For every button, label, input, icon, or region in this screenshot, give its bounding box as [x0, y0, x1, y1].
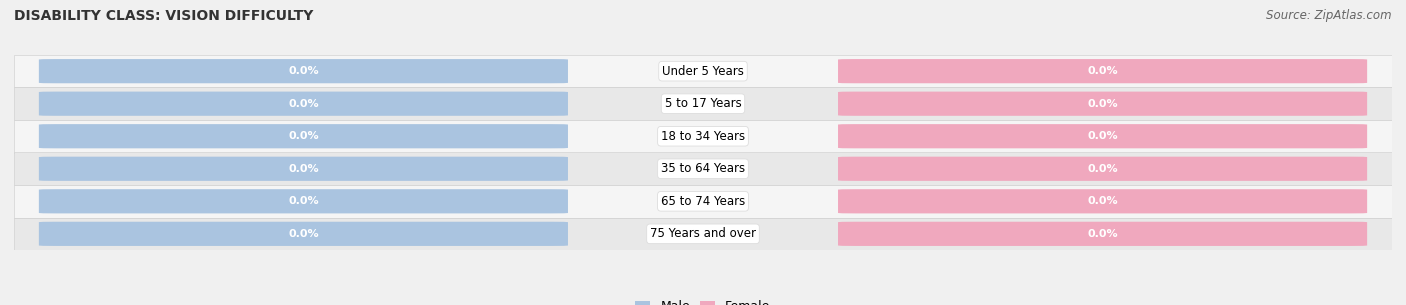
Bar [14, 88, 1392, 120]
Text: 0.0%: 0.0% [1087, 99, 1118, 109]
FancyBboxPatch shape [838, 124, 1367, 148]
Bar [14, 217, 1392, 250]
Text: 5 to 17 Years: 5 to 17 Years [665, 97, 741, 110]
Text: 35 to 64 Years: 35 to 64 Years [661, 162, 745, 175]
Text: 0.0%: 0.0% [1087, 66, 1118, 76]
Text: 18 to 34 Years: 18 to 34 Years [661, 130, 745, 143]
Text: 0.0%: 0.0% [1087, 131, 1118, 141]
FancyBboxPatch shape [39, 124, 568, 148]
Text: 0.0%: 0.0% [1087, 196, 1118, 206]
FancyBboxPatch shape [39, 189, 568, 213]
Bar [14, 120, 1392, 152]
FancyBboxPatch shape [838, 59, 1367, 83]
Text: 0.0%: 0.0% [288, 164, 319, 174]
FancyBboxPatch shape [39, 222, 568, 246]
Text: 0.0%: 0.0% [288, 66, 319, 76]
Text: Under 5 Years: Under 5 Years [662, 65, 744, 78]
FancyBboxPatch shape [838, 222, 1367, 246]
FancyBboxPatch shape [39, 157, 568, 181]
FancyBboxPatch shape [838, 92, 1367, 116]
Text: 0.0%: 0.0% [288, 196, 319, 206]
Text: 0.0%: 0.0% [288, 131, 319, 141]
Text: 75 Years and over: 75 Years and over [650, 227, 756, 240]
FancyBboxPatch shape [838, 189, 1367, 213]
Text: 0.0%: 0.0% [288, 229, 319, 239]
Legend: Male, Female: Male, Female [630, 295, 776, 305]
Bar [14, 152, 1392, 185]
Text: 0.0%: 0.0% [288, 99, 319, 109]
Bar [14, 55, 1392, 88]
Text: 65 to 74 Years: 65 to 74 Years [661, 195, 745, 208]
Bar [14, 185, 1392, 217]
Text: Source: ZipAtlas.com: Source: ZipAtlas.com [1267, 9, 1392, 22]
Text: 0.0%: 0.0% [1087, 229, 1118, 239]
FancyBboxPatch shape [39, 59, 568, 83]
FancyBboxPatch shape [39, 92, 568, 116]
Text: 0.0%: 0.0% [1087, 164, 1118, 174]
Text: DISABILITY CLASS: VISION DIFFICULTY: DISABILITY CLASS: VISION DIFFICULTY [14, 9, 314, 23]
FancyBboxPatch shape [838, 157, 1367, 181]
